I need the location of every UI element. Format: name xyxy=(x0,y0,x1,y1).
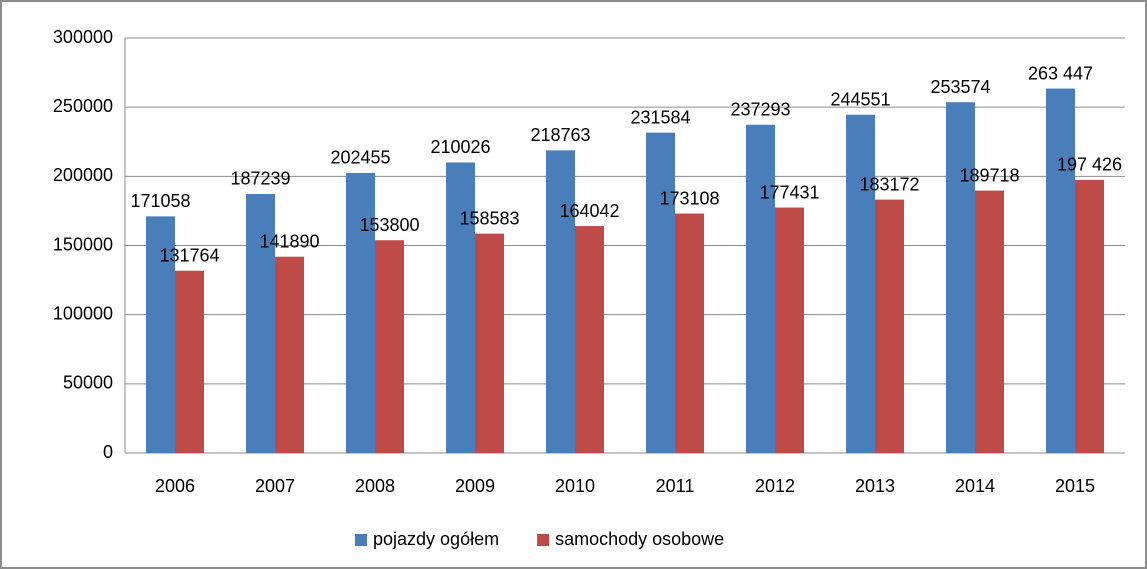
bar xyxy=(646,132,675,453)
data-label: 244551 xyxy=(830,89,890,109)
x-tick-label: 2006 xyxy=(155,476,195,496)
bar xyxy=(675,213,704,453)
data-label: 177431 xyxy=(759,182,819,202)
legend-swatch xyxy=(537,534,550,546)
bar xyxy=(246,193,275,453)
data-label: 202455 xyxy=(330,148,390,168)
legend-label: samochody osobowe xyxy=(555,529,724,549)
data-label: 158583 xyxy=(459,208,519,228)
x-tick-label: 2013 xyxy=(855,476,895,496)
bar xyxy=(775,207,804,453)
y-tick-label: 0 xyxy=(103,442,113,462)
y-tick-label: 300000 xyxy=(53,27,113,47)
data-label: 189718 xyxy=(959,165,1019,185)
bar xyxy=(1046,88,1075,454)
bar xyxy=(846,114,875,453)
bar xyxy=(1075,179,1104,453)
data-label: 183172 xyxy=(859,174,919,194)
data-label: 131764 xyxy=(159,245,219,265)
bar xyxy=(875,199,904,453)
data-label: 187239 xyxy=(230,169,290,189)
bar xyxy=(975,190,1004,453)
data-label: 218763 xyxy=(530,125,590,145)
data-label: 171058 xyxy=(130,191,190,211)
y-tick-label: 100000 xyxy=(53,303,113,323)
data-label: 253574 xyxy=(930,77,990,97)
y-tick-label: 50000 xyxy=(63,373,113,393)
y-tick-label: 200000 xyxy=(53,165,113,185)
bar xyxy=(146,216,175,453)
y-tick-label: 150000 xyxy=(53,234,113,254)
x-tick-label: 2015 xyxy=(1055,476,1095,496)
data-label: 164042 xyxy=(559,201,619,221)
bar xyxy=(575,226,604,453)
x-tick-label: 2007 xyxy=(255,476,295,496)
y-tick-label: 250000 xyxy=(53,96,113,116)
bar xyxy=(446,162,475,453)
bar xyxy=(175,270,204,453)
bar xyxy=(475,233,504,453)
legend-swatch xyxy=(355,534,367,546)
x-tick-label: 2011 xyxy=(656,476,695,496)
x-tick-label: 2009 xyxy=(455,476,495,496)
data-label: 231584 xyxy=(630,107,690,127)
data-label: 153800 xyxy=(359,215,419,235)
bar xyxy=(746,124,775,453)
x-tick-label: 2012 xyxy=(755,476,795,496)
data-label: 237293 xyxy=(730,99,790,119)
bar xyxy=(546,150,575,453)
data-label: 197 426 xyxy=(1057,155,1122,175)
bar xyxy=(275,256,304,453)
x-tick-label: 2008 xyxy=(355,476,395,496)
bar xyxy=(346,172,375,453)
x-tick-label: 2010 xyxy=(555,476,595,496)
bar xyxy=(375,240,404,453)
x-tick-label: 2014 xyxy=(955,476,995,496)
legend-label: pojazdy ogółem xyxy=(373,529,499,549)
data-label: 173108 xyxy=(659,188,719,208)
data-label: 141890 xyxy=(259,231,319,251)
data-label: 210026 xyxy=(430,137,490,157)
bar xyxy=(946,102,975,454)
data-label: 263 447 xyxy=(1028,63,1093,83)
